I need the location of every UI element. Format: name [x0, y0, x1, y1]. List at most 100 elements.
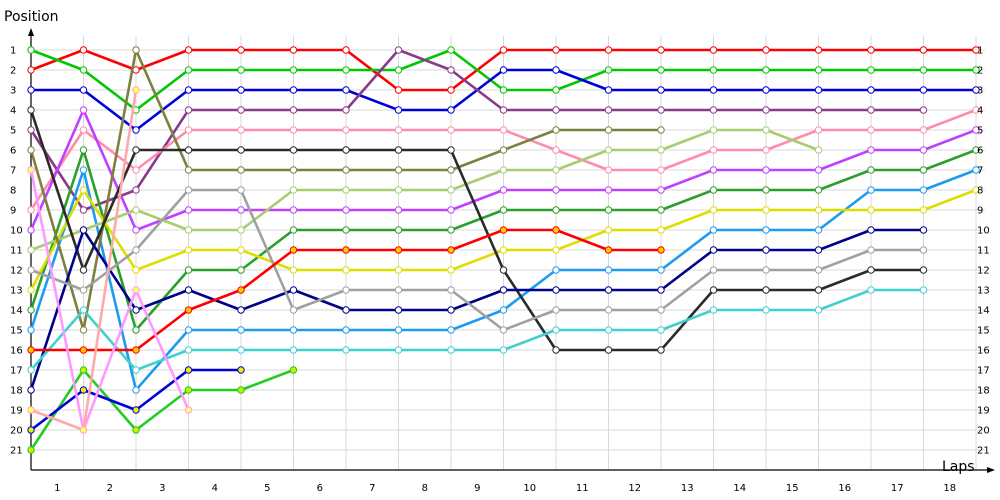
data-point — [709, 146, 718, 154]
data-point — [289, 246, 298, 254]
data-point — [552, 126, 560, 134]
data-point — [867, 46, 875, 54]
data-point — [709, 246, 718, 254]
y-tick-label-left: 10 — [10, 226, 23, 237]
y-tick-label-right: 17 — [977, 366, 990, 377]
y-tick-label-right: 9 — [977, 206, 983, 217]
data-point — [27, 226, 35, 234]
data-point — [604, 106, 613, 114]
data-point — [237, 146, 245, 154]
y-tick-label-right: 3 — [977, 86, 983, 97]
data-point — [814, 186, 823, 194]
data-point — [27, 386, 35, 394]
series-line — [29, 48, 924, 212]
data-point — [132, 306, 140, 314]
data-point — [447, 266, 455, 274]
y-tick-label-left: 17 — [10, 366, 23, 377]
data-point — [342, 166, 350, 174]
data-point — [79, 386, 88, 394]
data-point — [552, 146, 560, 154]
series-15 — [27, 286, 928, 374]
data-point — [657, 86, 665, 94]
data-point — [814, 46, 823, 54]
data-point — [762, 186, 770, 194]
data-point — [604, 46, 613, 54]
y-tick-label-left: 12 — [10, 266, 23, 277]
data-point — [814, 286, 823, 294]
data-point — [762, 246, 770, 254]
data-point — [919, 266, 928, 274]
data-point — [499, 166, 508, 174]
y-tick-label-right: 21 — [977, 446, 990, 457]
data-point — [27, 266, 35, 274]
data-point — [552, 246, 560, 254]
data-point — [499, 266, 508, 274]
series-3 — [27, 66, 980, 134]
data-point — [132, 346, 140, 354]
data-point — [289, 206, 298, 214]
data-point — [184, 166, 193, 174]
data-point — [604, 86, 613, 94]
data-point — [394, 306, 403, 314]
x-tick-label: 12 — [628, 483, 641, 494]
data-point — [79, 46, 88, 54]
data-point — [237, 326, 245, 334]
data-point — [184, 266, 193, 274]
data-point — [289, 66, 298, 74]
data-point — [919, 226, 928, 234]
data-point — [27, 426, 35, 434]
data-point — [289, 106, 298, 114]
data-point — [184, 46, 193, 54]
data-point — [132, 126, 140, 134]
data-point — [289, 86, 298, 94]
x-tick-label: 13 — [681, 483, 694, 494]
data-point — [762, 66, 770, 74]
data-point — [394, 46, 403, 54]
data-point — [79, 106, 88, 114]
data-point — [552, 306, 560, 314]
data-point — [499, 306, 508, 314]
data-point — [342, 246, 350, 254]
data-point — [132, 286, 140, 294]
x-tick-label: 5 — [264, 483, 270, 494]
data-point — [342, 106, 350, 114]
data-point — [184, 66, 193, 74]
data-point — [342, 146, 350, 154]
x-tick-label: 17 — [891, 483, 904, 494]
data-point — [762, 46, 770, 54]
data-point — [447, 286, 455, 294]
data-point — [657, 326, 665, 334]
data-point — [814, 246, 823, 254]
data-point — [394, 246, 403, 254]
y-tick-label-left: 15 — [10, 326, 23, 337]
data-point — [184, 306, 193, 314]
series-line — [29, 228, 924, 391]
series-line — [30, 288, 924, 372]
data-point — [289, 226, 298, 234]
data-point — [657, 106, 665, 114]
data-point — [604, 306, 613, 314]
data-point — [867, 266, 875, 274]
data-point — [447, 346, 455, 354]
x-axis-title: Laps — [942, 459, 975, 475]
data-point — [79, 286, 88, 294]
data-point — [184, 226, 193, 234]
data-point — [27, 286, 35, 294]
data-point — [499, 206, 508, 214]
series-8 — [27, 166, 980, 394]
data-point — [709, 86, 718, 94]
y-tick-label-left: 9 — [10, 206, 16, 217]
data-point — [289, 306, 298, 314]
data-point — [552, 86, 560, 94]
x-tick-label: 10 — [523, 483, 536, 494]
y-tick-label-right: 15 — [977, 326, 990, 337]
data-point — [289, 46, 298, 54]
data-point — [27, 406, 35, 414]
data-point — [394, 206, 403, 214]
data-point — [342, 346, 350, 354]
data-point — [604, 66, 613, 74]
data-point — [814, 226, 823, 234]
data-point — [394, 106, 403, 114]
data-point — [867, 286, 875, 294]
data-point — [132, 86, 140, 94]
